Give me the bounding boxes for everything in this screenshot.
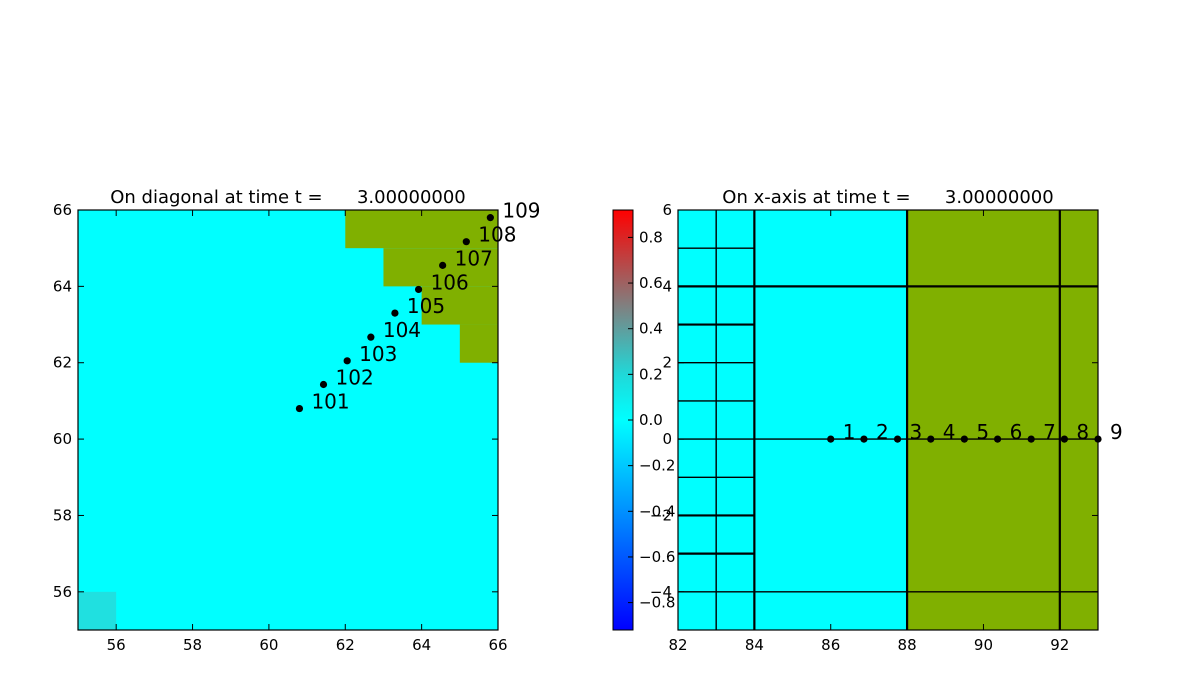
right-point-7: [1027, 435, 1035, 443]
right-point-label-6: 6: [1010, 420, 1023, 444]
left-chart: On diagonal at time t = 3.00000000 10110…: [53, 187, 541, 654]
left-point-label-102: 102: [336, 365, 374, 389]
left-cell-3: [421, 286, 498, 325]
right-point-label-5: 5: [976, 420, 989, 444]
left-point-104: [367, 333, 375, 341]
left-heatmap-cells: [78, 210, 498, 630]
right-point-8: [1060, 435, 1068, 443]
left-point-label-105: 105: [407, 294, 445, 318]
right-xtick-label-3: 88: [898, 636, 917, 654]
right-point-6: [993, 435, 1002, 443]
right-ytick-label-1: −2: [650, 506, 672, 524]
colorbar-tick-label-3: 0.2: [639, 365, 663, 383]
left-point-label-107: 107: [455, 246, 493, 270]
right-x-axis: 82 84 86 88 90 92: [668, 210, 1069, 654]
left-cell-1: [345, 210, 498, 249]
right-plot-frame: [677, 209, 1099, 631]
left-point-102: [319, 380, 328, 389]
left-xtick-label-3: 62: [336, 636, 355, 654]
left-ytick-label-2: 60: [53, 430, 72, 448]
left-point-108: [462, 238, 470, 246]
left-point-109: [486, 214, 494, 222]
right-ytick-label-5: 6: [662, 201, 672, 219]
right-chart-title: On x-axis at time t = 3.00000000: [722, 187, 1053, 208]
left-ytick-label-3: 62: [53, 354, 72, 372]
right-grid-lines: [678, 210, 1098, 630]
left-xtick-label-2: 60: [259, 636, 278, 654]
right-point-4: [927, 435, 935, 443]
right-xtick-label-5: 92: [1050, 636, 1069, 654]
left-y-axis: 56 58 60 62 64 66: [53, 201, 498, 601]
left-point-label-106: 106: [431, 270, 469, 294]
right-ytick-label-0: −4: [650, 583, 672, 601]
colorbar-tick-label-2: 0.4: [639, 320, 663, 338]
right-ytick-label-2: 0: [662, 430, 672, 448]
right-point-1: [827, 435, 835, 443]
right-point-label-3: 3: [910, 420, 923, 444]
left-chart-title: On diagonal at time t = 3.00000000: [110, 187, 466, 208]
right-cell-1: [907, 210, 1098, 630]
left-cell-0: [78, 591, 117, 630]
left-plot-frame: [77, 209, 499, 631]
right-point-label-8: 8: [1076, 420, 1089, 444]
colorbar-tick-label-6: −0.4: [639, 502, 675, 520]
left-ytick-label-5: 66: [53, 201, 72, 219]
right-point-3: [893, 435, 902, 443]
left-x-axis: 56 58 60 62 64 66: [107, 210, 508, 654]
left-point-label-103: 103: [359, 342, 397, 366]
left-point-106: [414, 285, 423, 294]
right-point-2: [860, 435, 868, 443]
colorbar-tick-label-7: −0.6: [639, 548, 675, 566]
left-point-105: [391, 309, 399, 317]
left-xtick-label-1: 58: [183, 636, 202, 654]
colorbar-tick-label-8: −0.8: [639, 594, 675, 612]
colorbar-ticks: 0.8 0.6 0.4 0.2 0.0 −0.2 −0.4 −0.6 −0.8: [628, 228, 675, 612]
left-point-103: [343, 357, 351, 365]
colorbar-tick-label-0: 0.8: [639, 228, 663, 246]
right-point-label-1: 1: [843, 420, 856, 444]
colorbar-tick-label-5: −0.2: [639, 457, 675, 475]
left-xtick-label-4: 64: [412, 636, 431, 654]
left-point-101: [295, 404, 304, 413]
right-ytick-label-3: 2: [662, 354, 672, 372]
right-point-label-2: 2: [876, 420, 889, 444]
left-xtick-label-0: 56: [107, 636, 126, 654]
left-point-107: [439, 261, 447, 269]
right-xtick-label-4: 90: [974, 636, 993, 654]
left-xtick-label-5: 66: [488, 636, 507, 654]
right-point-5: [960, 435, 968, 443]
right-point-label-4: 4: [943, 420, 956, 444]
right-point-label-7: 7: [1043, 420, 1056, 444]
right-point-label-9: 9: [1110, 420, 1123, 444]
left-point-label-101: 101: [311, 390, 349, 414]
left-point-label-109: 109: [502, 199, 540, 223]
left-ytick-label-1: 58: [53, 506, 72, 524]
colorbar-tick-label-1: 0.6: [639, 274, 663, 292]
left-ytick-label-4: 64: [53, 277, 72, 295]
right-ytick-label-4: 4: [662, 277, 672, 295]
colorbar: 0.8 0.6 0.4 0.2 0.0 −0.2 −0.4 −0.6 −0.8: [612, 209, 675, 631]
colorbar-tick-label-4: 0.0: [639, 411, 663, 429]
left-cell-4: [459, 324, 498, 363]
right-xtick-label-2: 86: [821, 636, 840, 654]
left-ytick-label-0: 56: [53, 583, 72, 601]
right-xtick-label-1: 84: [745, 636, 764, 654]
right-cell-0: [678, 210, 908, 630]
right-xtick-label-0: 82: [668, 636, 687, 654]
right-y-axis: −4 −2 0 2 4 6: [650, 201, 1098, 601]
left-point-label-104: 104: [383, 318, 421, 342]
